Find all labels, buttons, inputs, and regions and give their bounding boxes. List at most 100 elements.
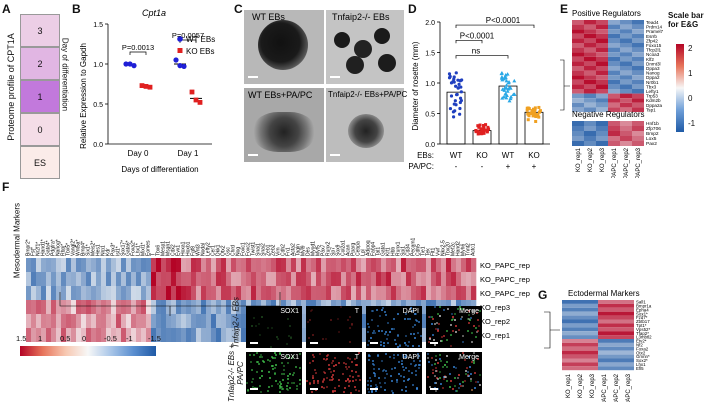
panel-f-cell: [46, 300, 52, 314]
panel-e-pos-cell: [632, 66, 644, 71]
panel-h-nucleus: [445, 366, 448, 369]
panel-f-gene-label: Dkk1: [216, 244, 222, 256]
panel-f-cell: [36, 286, 42, 300]
panel-f-cell: [376, 258, 382, 272]
panel-e-pos-cell: [584, 79, 596, 85]
panel-e-pos-cell: [584, 52, 596, 57]
panel-e-pos-cell: [596, 93, 608, 99]
panel-f-gene-label: Nog: [236, 247, 242, 256]
panel-h-nucleus: [448, 385, 451, 388]
panel-h-nucleus: [414, 364, 417, 367]
panel-h-nucleus: [396, 379, 399, 382]
panel-f-gene-label: Runx2: [326, 241, 332, 256]
panel-d-point: [505, 89, 510, 93]
panel-e-neg-cell: [584, 126, 596, 131]
panel-e-pos-cell: [608, 33, 620, 39]
panel-f-cell: [361, 300, 367, 314]
panel-e-neg-cell: [620, 121, 632, 126]
panel-b-pvalue: P=0.0057: [172, 31, 204, 40]
panel-h-nucleus: [315, 389, 318, 392]
panel-h-nucleus: [449, 373, 452, 376]
panel-f-cell: [316, 258, 322, 272]
panel-e-pos-cell: [620, 56, 632, 62]
panel-h-nucleus: [439, 371, 442, 374]
panel-f-cell: [436, 272, 442, 286]
panel-h-nucleus: [298, 367, 301, 370]
panel-f-cell: [321, 258, 327, 272]
panel-g-cell: [574, 335, 586, 339]
panel-f-cell: [101, 328, 107, 342]
panel-f-cell: [136, 272, 142, 286]
panel-g-cell: [586, 362, 598, 367]
panel-f-cell: [341, 258, 347, 272]
panel-f-cell: [236, 300, 242, 314]
panel-f-gene-label: Cer1: [211, 245, 217, 256]
panel-f-gene-label: Foxc2: [246, 242, 252, 256]
panel-e-pos-cell: [584, 93, 596, 99]
panel-f-cell: [191, 258, 197, 272]
panel-f-cell: [106, 328, 112, 342]
panel-f-cell: [401, 258, 407, 272]
panel-f-cell: [201, 272, 207, 286]
panel-b-point-wt: [177, 63, 183, 69]
panel-f-cell: [161, 272, 167, 286]
panel-h-scalebar: [370, 342, 378, 344]
panel-f-cell: [356, 272, 362, 286]
panel-f-cell: [296, 272, 302, 286]
panel-h-nucleus: [418, 364, 421, 367]
panel-g-cell: [574, 300, 586, 304]
panel-h-nucleus: [349, 379, 352, 382]
panel-h-nucleus: [445, 355, 448, 358]
panel-f-cell: [346, 286, 352, 300]
panel-f-cell: [311, 272, 317, 286]
scale-bar-title: Scale bar for E&G: [668, 11, 704, 29]
panel-d-point: [482, 125, 486, 129]
panel-b-ylabel: Relative Expression to Gapdh: [79, 43, 88, 149]
panel-f-cell: [91, 328, 97, 342]
panel-f-cell: [356, 258, 362, 272]
panel-e-pos-gene: Tsp1: [646, 107, 656, 112]
panel-f-cell: [216, 300, 222, 314]
panel-e-pos-gene: Foxo15: [646, 43, 662, 48]
panel-h-nucleus: [267, 386, 270, 389]
panel-f-gene-label: Mesp1: [161, 241, 167, 256]
panel-d-point: [453, 109, 457, 113]
panel-g-cell: [610, 362, 622, 367]
panel-h-nucleus: [286, 355, 289, 358]
panel-h-nucleus: [383, 381, 386, 384]
panel-f-cell: [86, 314, 92, 328]
panel-f-cell: [216, 272, 222, 286]
panel-f-cell: [411, 272, 417, 286]
panel-h-nucleus: [433, 338, 436, 341]
panel-h-nucleus: [276, 336, 279, 338]
panel-f-cell: [421, 300, 427, 314]
panel-h-nucleus: [292, 371, 295, 374]
panel-f-cell: [431, 258, 437, 272]
panel-f-cell: [406, 258, 412, 272]
panel-d-point: [507, 98, 512, 103]
panel-g-cell: [610, 331, 622, 336]
panel-f-cell: [116, 286, 122, 300]
panel-f-cell: [206, 300, 212, 314]
panel-f-cell: [371, 272, 377, 286]
panel-h-nucleus: [333, 389, 336, 392]
panel-h-nucleus: [268, 360, 271, 363]
panel-f-cell: [186, 272, 192, 286]
panel-h-nucleus: [246, 381, 249, 384]
panel-e-neg-cell: [608, 126, 620, 131]
panel-e-pos-cell: [632, 79, 644, 85]
panel-f-cell: [151, 286, 157, 300]
panel-f-cell: [71, 328, 77, 342]
panel-h-nucleus: [271, 384, 274, 387]
panel-f-cell: [361, 314, 367, 328]
panel-h-nucleus: [436, 370, 439, 373]
panel-f-gene-label: Six1*: [86, 244, 92, 256]
panel-f-cell: [191, 314, 197, 328]
panel-h-nucleus: [337, 379, 340, 382]
panel-f-cell: [81, 258, 87, 272]
panel-f-gene-label: Evx1: [176, 245, 182, 256]
panel-f-cell: [466, 272, 472, 286]
panel-h-nucleus: [458, 358, 461, 361]
panel-d-point: [499, 74, 504, 79]
panel-g-cell: [622, 331, 634, 336]
